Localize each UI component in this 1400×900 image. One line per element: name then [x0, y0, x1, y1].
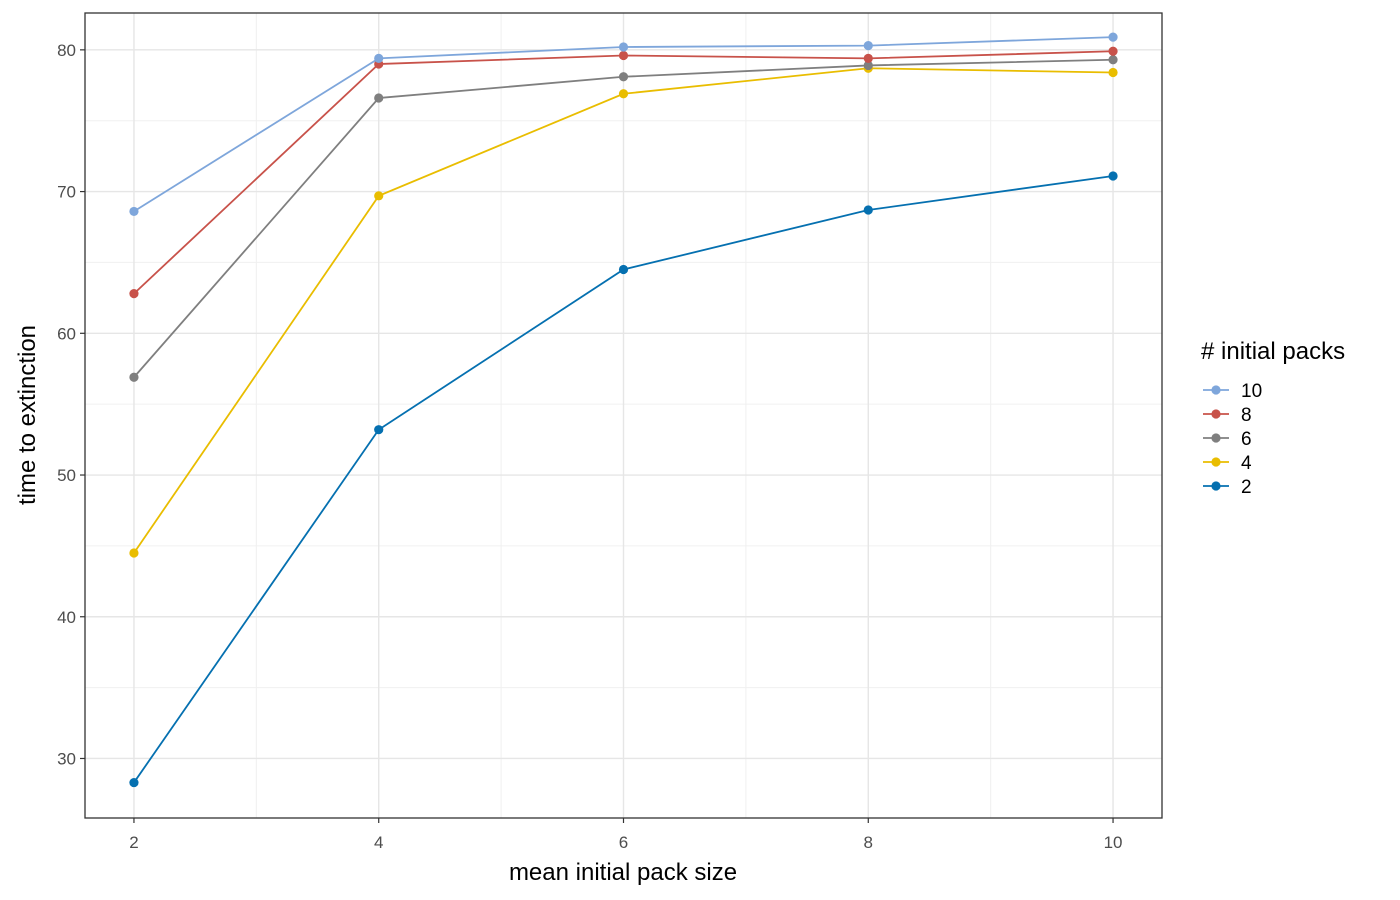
x-tick-label: 6: [619, 833, 628, 852]
x-tick-label: 10: [1104, 833, 1123, 852]
data-point: [374, 93, 384, 103]
legend-key-point: [1211, 409, 1221, 419]
legend-item-2: 2: [1203, 477, 1252, 498]
data-point: [863, 60, 873, 71]
y-axis: 30 40 50 60 70 80: [57, 41, 85, 768]
legend: # initial packs 10 8 6 4 2: [1201, 338, 1345, 498]
x-tick-label: 8: [864, 833, 873, 852]
data-point: [618, 72, 629, 82]
y-tick-label: 30: [57, 749, 76, 768]
x-tick-label: 4: [374, 833, 383, 852]
series-10: [129, 32, 1118, 217]
legend-item-6: 6: [1203, 429, 1252, 450]
data-point: [863, 205, 873, 215]
x-axis: 2 4 6 8 10: [129, 818, 1123, 852]
data-point: [129, 372, 139, 382]
data-point: [1108, 67, 1118, 78]
x-tick-label: 2: [129, 833, 138, 852]
legend-key-point: [1211, 433, 1221, 443]
legend-title: # initial packs: [1201, 338, 1345, 365]
data-point: [129, 548, 139, 558]
data-point: [374, 53, 384, 63]
data-point: [1108, 55, 1118, 65]
data-point: [374, 425, 384, 435]
series-2: [129, 171, 1118, 788]
legend-label: 8: [1241, 405, 1252, 426]
y-tick-label: 80: [57, 41, 76, 60]
legend-label: 6: [1241, 429, 1252, 450]
data-point: [618, 264, 629, 275]
legend-item-4: 4: [1203, 453, 1252, 474]
legend-key-point: [1211, 481, 1221, 491]
y-tick-label: 60: [57, 324, 76, 343]
legend-key-point: [1211, 385, 1221, 395]
y-tick-label: 40: [57, 608, 76, 627]
series-layer: [129, 32, 1118, 788]
data-point: [1108, 46, 1118, 56]
series-8: [129, 46, 1118, 299]
x-axis-title: mean initial pack size: [509, 859, 737, 886]
data-point: [618, 89, 629, 99]
legend-label: 10: [1241, 381, 1262, 402]
series-6: [129, 55, 1118, 382]
legend-label: 2: [1241, 477, 1252, 498]
data-point: [1108, 171, 1118, 181]
data-point: [129, 206, 139, 217]
legend-key-point: [1211, 457, 1221, 467]
data-point: [129, 289, 139, 299]
data-point: [863, 40, 873, 51]
data-point: [129, 777, 139, 788]
legend-label: 4: [1241, 453, 1252, 474]
legend-item-8: 8: [1203, 405, 1252, 426]
y-tick-label: 50: [57, 466, 76, 485]
major-gridlines: [85, 13, 1162, 818]
data-point: [374, 191, 384, 201]
data-point: [618, 50, 629, 61]
legend-item-10: 10: [1203, 381, 1262, 402]
data-point: [1108, 32, 1118, 42]
y-tick-label: 70: [57, 183, 76, 202]
data-point: [863, 53, 873, 63]
y-axis-title: time to extinction: [14, 325, 41, 505]
data-point: [618, 42, 629, 52]
legend-items: 10 8 6 4 2: [1203, 381, 1262, 498]
